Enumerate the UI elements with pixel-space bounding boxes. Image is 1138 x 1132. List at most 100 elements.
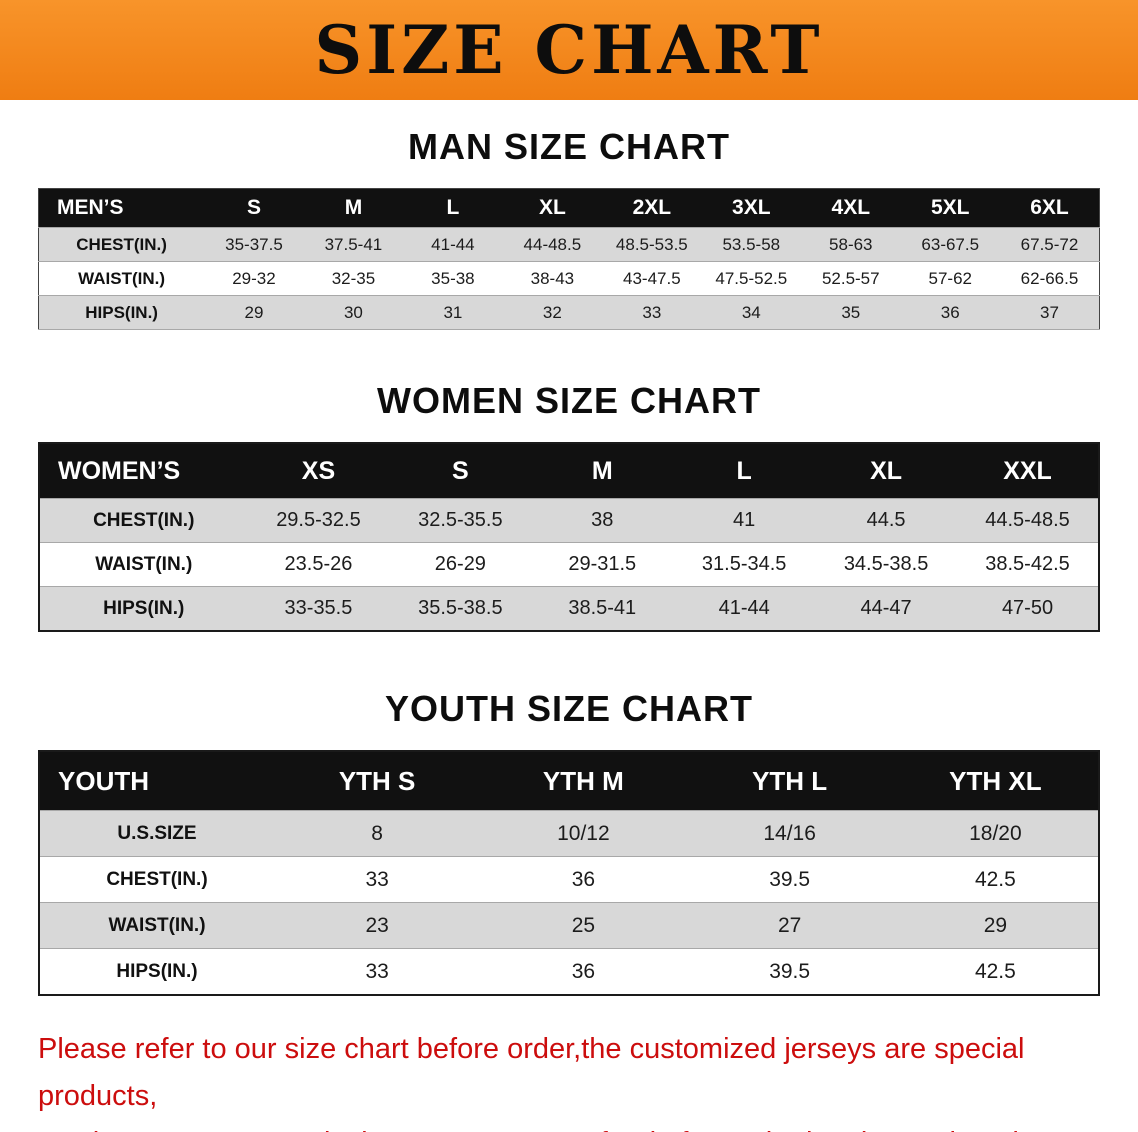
size-value: 41 (673, 498, 816, 543)
size-value: 43-47.5 (602, 261, 702, 296)
banner-title: SIZE CHART (314, 11, 824, 89)
size-value: 38.5-42.5 (957, 542, 1099, 587)
size-column-header: 3XL (701, 188, 802, 228)
table-corner-header: YOUTH (39, 751, 274, 811)
size-value: 29 (892, 902, 1099, 949)
size-value: 67.5-72 (999, 227, 1100, 262)
size-value: 39.5 (686, 856, 893, 903)
row-label: HIPS(IN.) (39, 586, 248, 632)
size-value: 29-32 (204, 261, 304, 296)
size-column-header: L (673, 443, 816, 499)
row-label: CHEST(IN.) (38, 227, 205, 262)
table-header-row: MEN’S S M L XL 2XL 3XL 4XL 5XL 6XL (38, 188, 1100, 228)
footer-note: Please refer to our size chart before or… (0, 1026, 1138, 1132)
table-corner-header: WOMEN’S (39, 443, 248, 499)
size-value: 39.5 (686, 948, 893, 996)
row-label: WAIST(IN.) (38, 261, 205, 296)
size-value: 37 (999, 295, 1100, 330)
size-value: 34.5-38.5 (815, 542, 958, 587)
table-row: CHEST(IN.) 29.5-32.5 32.5-35.5 38 41 44.5 44.5… (39, 498, 1099, 543)
women-size-table-wrap: WOMEN’S XS S M L XL XXL CHEST(IN.) 29.5-32.5 32.5… (0, 442, 1138, 632)
size-value: 23 (274, 902, 481, 949)
size-value: 44-48.5 (502, 227, 603, 262)
men-size-table-wrap: MEN’S S M L XL 2XL 3XL 4XL 5XL 6XL CHEST(IN.) 35-37… (0, 188, 1138, 330)
size-value: 62-66.5 (999, 261, 1100, 296)
size-value: 35-38 (403, 261, 503, 296)
size-column-header: M (303, 188, 404, 228)
size-value: 53.5-58 (701, 227, 802, 262)
size-value: 37.5-41 (303, 227, 404, 262)
size-value: 38-43 (502, 261, 603, 296)
size-value: 36 (480, 948, 687, 996)
size-column-header: M (531, 443, 674, 499)
table-row: WAIST(IN.) 23 25 27 29 (39, 902, 1099, 949)
row-label: HIPS(IN.) (38, 295, 205, 330)
size-value: 26-29 (389, 542, 532, 587)
table-row: HIPS(IN.) 29 30 31 32 33 34 35 36 37 (38, 295, 1100, 330)
table-row: WAIST(IN.) 29-32 32-35 35-38 38-43 43-47.5 47.… (38, 261, 1100, 296)
size-value: 44.5-48.5 (957, 498, 1099, 543)
size-value: 8 (274, 810, 481, 857)
size-value: 41-44 (403, 227, 503, 262)
size-value: 63-67.5 (900, 227, 1000, 262)
size-column-header: YTH M (480, 751, 687, 811)
table-row: WAIST(IN.) 23.5-26 26-29 29-31.5 31.5-34.5 34… (39, 542, 1099, 587)
size-value: 14/16 (686, 810, 893, 857)
footer-note-line-1: Please refer to our size chart before or… (38, 1033, 1025, 1112)
size-value: 47.5-52.5 (701, 261, 802, 296)
size-value: 31 (403, 295, 503, 330)
size-value: 47-50 (957, 586, 1099, 632)
size-value: 30 (303, 295, 404, 330)
size-column-header: XL (815, 443, 958, 499)
size-value: 44-47 (815, 586, 958, 632)
row-label: WAIST(IN.) (39, 542, 248, 587)
size-value: 23.5-26 (247, 542, 390, 587)
size-value: 33 (274, 856, 481, 903)
size-column-header: 4XL (801, 188, 901, 228)
size-value: 57-62 (900, 261, 1000, 296)
size-value: 18/20 (892, 810, 1099, 857)
size-column-header: XS (247, 443, 390, 499)
size-value: 52.5-57 (801, 261, 901, 296)
row-label: HIPS(IN.) (39, 948, 274, 996)
size-value: 33 (274, 948, 481, 996)
size-column-header: 2XL (602, 188, 702, 228)
size-value: 35 (801, 295, 901, 330)
section-title-youth-size-chart: YOUTH SIZE CHART (384, 688, 753, 729)
size-value: 38 (531, 498, 674, 543)
row-label: CHEST(IN.) (39, 856, 274, 903)
size-value: 10/12 (480, 810, 687, 857)
size-column-header: S (389, 443, 532, 499)
men-size-table: MEN’S S M L XL 2XL 3XL 4XL 5XL 6XL CHEST(IN.) 35-37… (38, 188, 1100, 330)
row-label: U.S.SIZE (39, 810, 274, 857)
size-value: 32-35 (303, 261, 404, 296)
size-value: 36 (480, 856, 687, 903)
table-row: HIPS(IN.) 33-35.5 35.5-38.5 38.5-41 41-44 44-… (39, 586, 1099, 632)
size-value: 36 (900, 295, 1000, 330)
size-column-header: XL (502, 188, 603, 228)
size-value: 58-63 (801, 227, 901, 262)
size-value: 27 (686, 902, 893, 949)
size-value: 35.5-38.5 (389, 586, 532, 632)
size-value: 25 (480, 902, 687, 949)
table-row: HIPS(IN.) 33 36 39.5 42.5 (39, 948, 1099, 996)
size-column-header: YTH XL (892, 751, 1099, 811)
banner: SIZE CHART (0, 0, 1138, 100)
table-row: CHEST(IN.) 33 36 39.5 42.5 (39, 856, 1099, 903)
size-value: 44.5 (815, 498, 958, 543)
section-title-man-size-chart: MAN SIZE CHART (408, 126, 730, 167)
size-value: 42.5 (892, 948, 1099, 996)
size-value: 29-31.5 (531, 542, 674, 587)
size-column-header: L (403, 188, 503, 228)
youth-size-table: YOUTH YTH S YTH M YTH L YTH XL U.S.SIZE 8 10/12… (38, 750, 1100, 996)
footer-note-line-2: we don't accept cancel, change, teturn o… (38, 1120, 1100, 1132)
section-title-women-size-chart: WOMEN SIZE CHART (377, 380, 761, 421)
size-column-header: XXL (957, 443, 1099, 499)
women-size-table: WOMEN’S XS S M L XL XXL CHEST(IN.) 29.5-32.5 32.5… (38, 442, 1100, 632)
size-value: 41-44 (673, 586, 816, 632)
size-value: 32.5-35.5 (389, 498, 532, 543)
size-value: 34 (701, 295, 802, 330)
size-value: 42.5 (892, 856, 1099, 903)
table-row: CHEST(IN.) 35-37.5 37.5-41 41-44 44-48.5 48.5… (38, 227, 1100, 262)
